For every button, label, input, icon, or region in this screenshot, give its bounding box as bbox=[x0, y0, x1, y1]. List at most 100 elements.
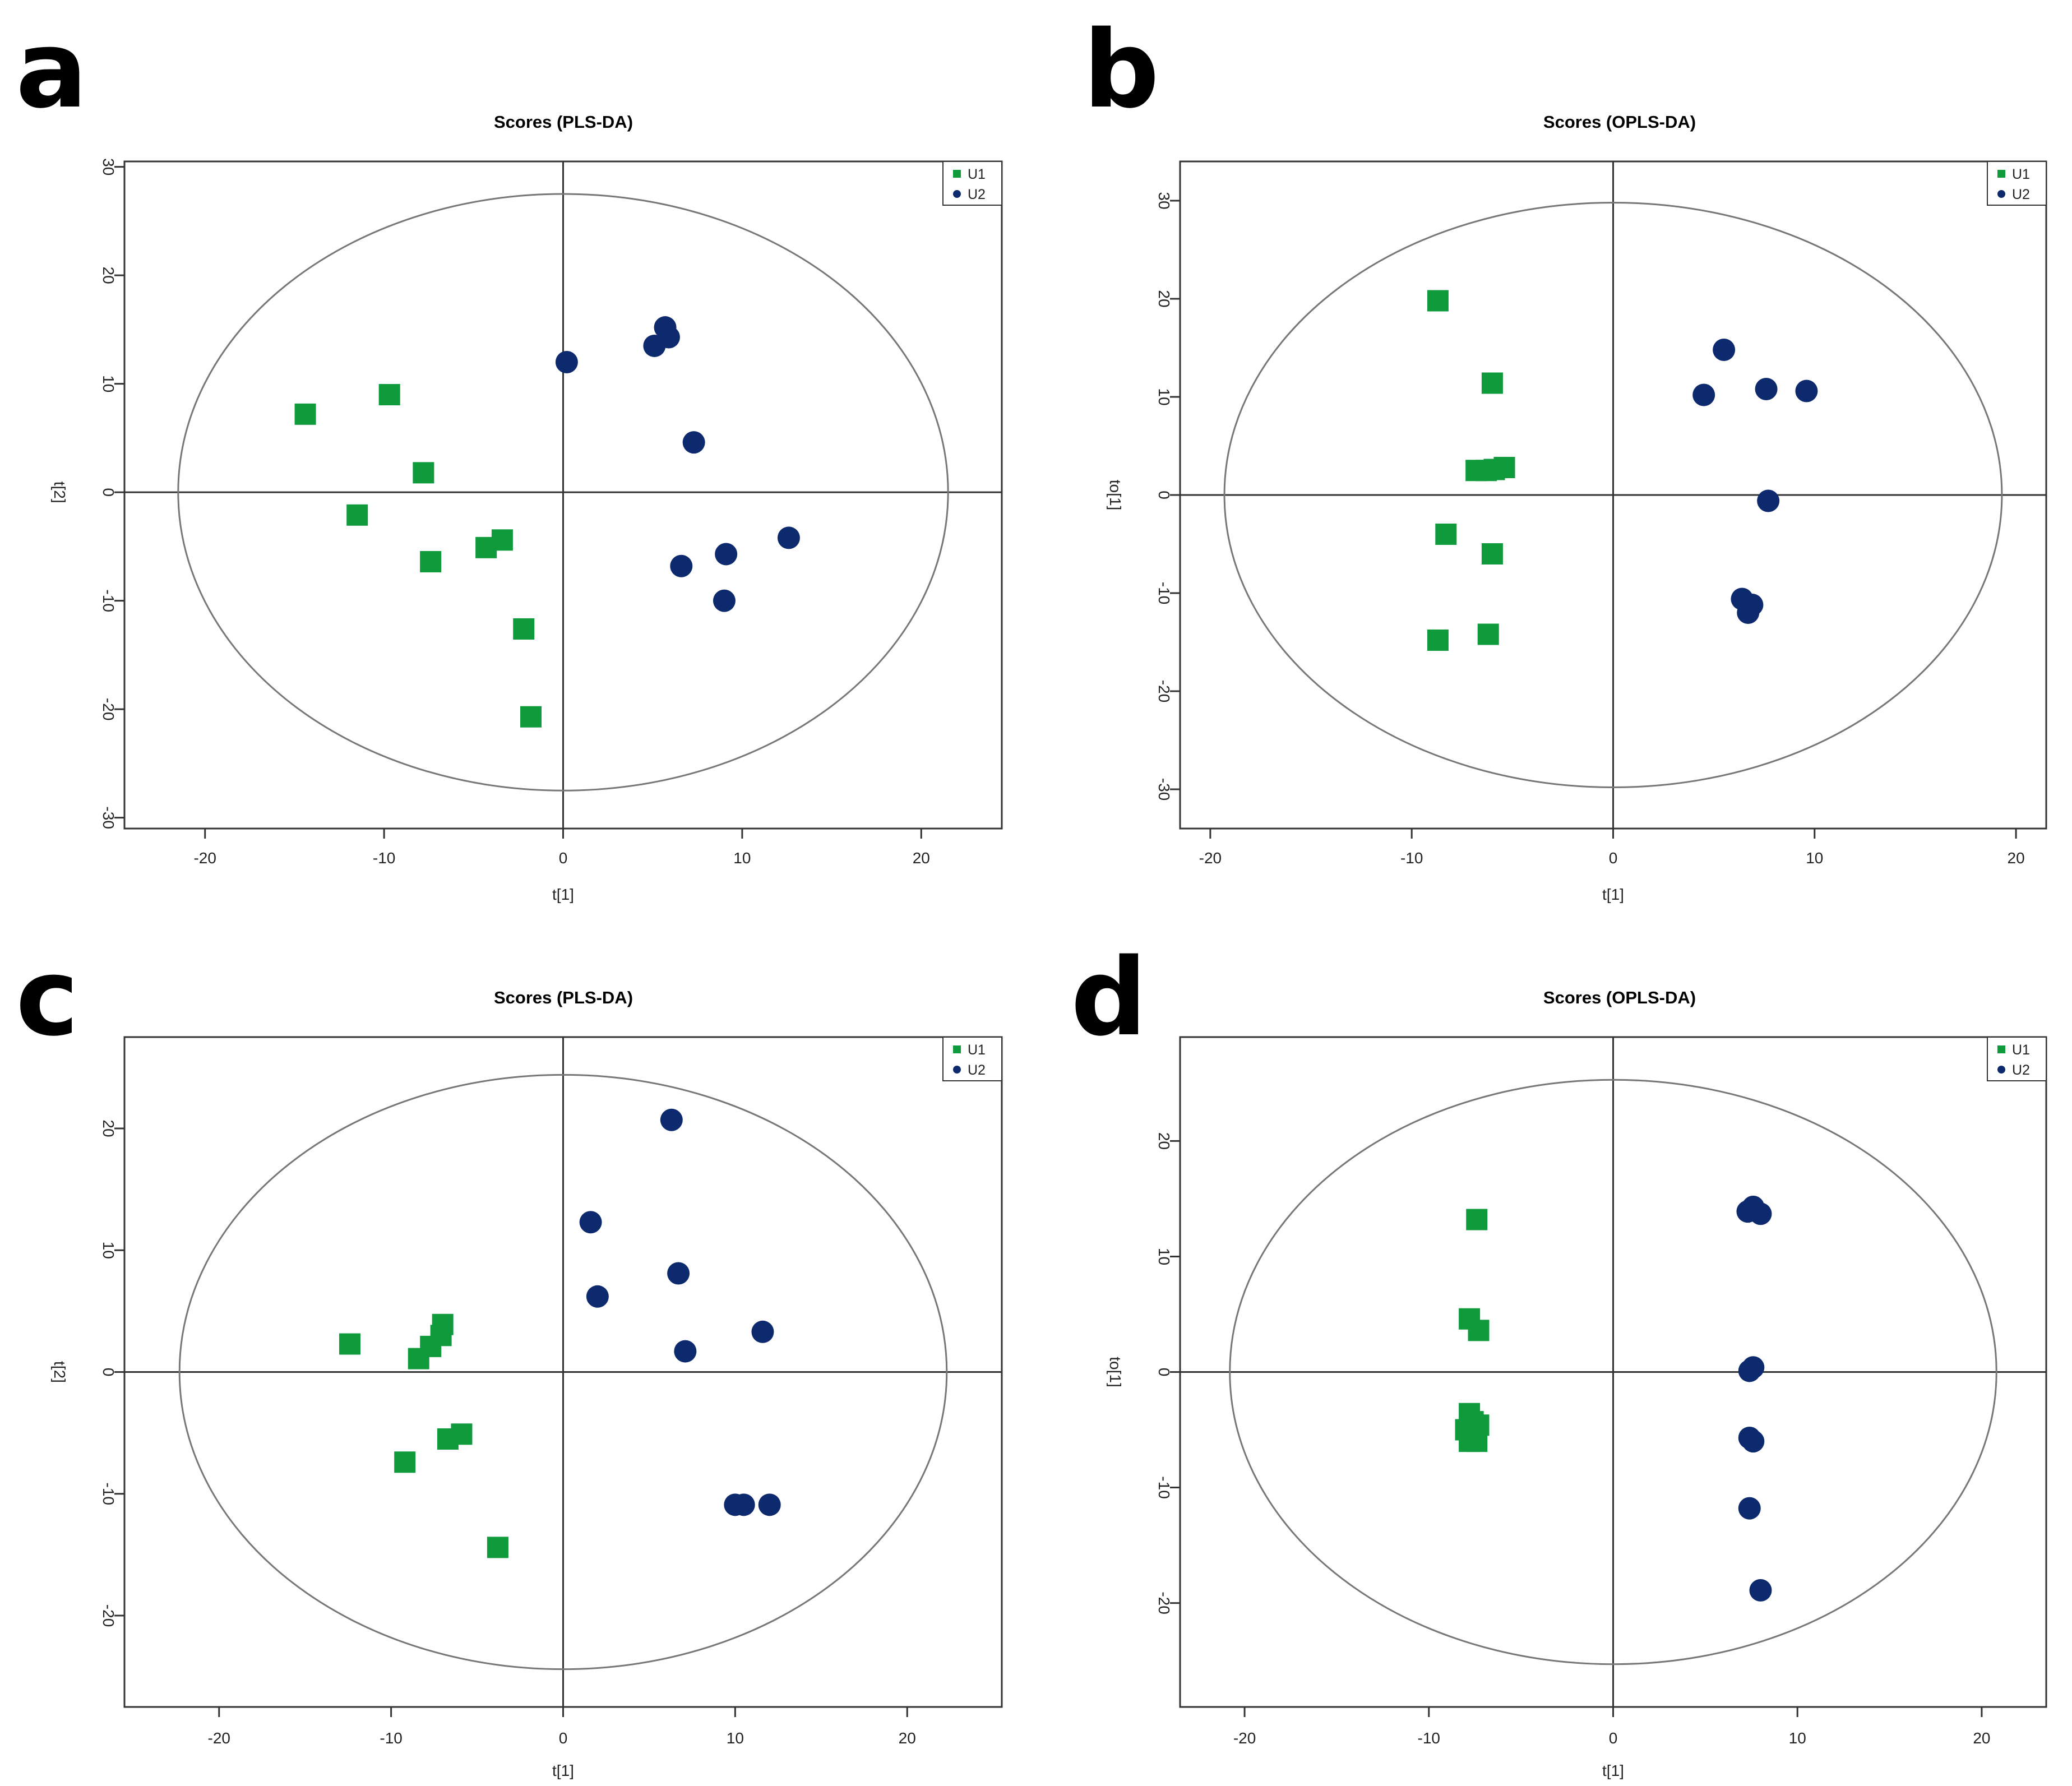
data-point-u1 bbox=[1427, 630, 1449, 651]
series-U2 bbox=[1736, 1195, 1772, 1602]
data-point-u2 bbox=[555, 350, 578, 373]
data-point-u2 bbox=[1749, 1579, 1772, 1602]
legend-label-u1: U1 bbox=[2012, 1042, 2030, 1058]
x-tick-label: 0 bbox=[1609, 849, 1618, 867]
confidence-ellipse bbox=[178, 1074, 948, 1671]
plot-title: Scores (OPLS-DA) bbox=[1543, 988, 1696, 1007]
legend-box bbox=[1987, 1037, 2047, 1081]
data-point-u1 bbox=[1468, 1320, 1490, 1341]
data-point-u2 bbox=[657, 326, 680, 349]
y-tick-label: 10 bbox=[100, 375, 117, 392]
y-axis-label: t[2] bbox=[51, 1361, 68, 1383]
legend-label-u2: U2 bbox=[968, 1062, 986, 1078]
data-point-u2 bbox=[751, 1320, 774, 1343]
data-point-u1 bbox=[420, 551, 442, 572]
data-point-u1 bbox=[1427, 290, 1449, 312]
x-tick-label: 0 bbox=[1609, 1729, 1618, 1747]
data-point-u2 bbox=[715, 543, 738, 566]
legend-marker-u2 bbox=[953, 190, 961, 198]
legend-box bbox=[942, 1037, 1002, 1081]
legend-label-u1: U1 bbox=[968, 166, 986, 182]
x-tick-label: 0 bbox=[559, 1729, 568, 1747]
y-tick-label: 10 bbox=[1155, 1248, 1173, 1265]
y-tick-label: -10 bbox=[1155, 1476, 1173, 1498]
data-point-u1 bbox=[1466, 1209, 1488, 1230]
y-tick-label: -20 bbox=[1155, 1591, 1173, 1614]
y-tick-label: -30 bbox=[1155, 778, 1173, 801]
legend-marker-u2 bbox=[1997, 190, 2005, 198]
x-tick-label: 10 bbox=[1789, 1729, 1806, 1747]
legend-marker-u1 bbox=[953, 170, 961, 178]
data-point-u2 bbox=[586, 1285, 609, 1308]
data-point-u2 bbox=[777, 526, 800, 549]
data-point-u2 bbox=[579, 1211, 602, 1234]
x-tick-label: -10 bbox=[373, 849, 395, 867]
x-tick-label: 10 bbox=[733, 849, 751, 867]
data-point-u1 bbox=[394, 1451, 416, 1473]
y-tick-label: 10 bbox=[1155, 388, 1173, 405]
data-point-u2 bbox=[713, 589, 736, 612]
y-tick-label: -10 bbox=[100, 1483, 117, 1505]
plot-panel-d: d Scores (OPLS-DA) -20 -10 0 10 20 -20 -10 0 10 20 t… bbox=[1071, 936, 2047, 1779]
series-U2 bbox=[1692, 339, 1818, 624]
plot-panel-a: a Scores (PLS-DA) -20 -10 0 10 20 -30 -20 -10 0 10 2… bbox=[16, 8, 1003, 903]
y-tick-label: -30 bbox=[100, 806, 117, 829]
data-point-u1 bbox=[413, 462, 434, 484]
y-tick-label: 10 bbox=[100, 1242, 117, 1259]
data-point-u2 bbox=[1757, 489, 1780, 512]
data-point-u1 bbox=[491, 529, 513, 551]
data-point-u2 bbox=[1692, 383, 1715, 406]
confidence-ellipse bbox=[1223, 202, 2003, 788]
y-tick-label: -10 bbox=[100, 589, 117, 612]
legend-marker-u1 bbox=[1997, 1045, 2005, 1053]
legend-box bbox=[1987, 161, 2047, 206]
x-tick-label: -20 bbox=[1199, 849, 1222, 867]
x-tick-label: 20 bbox=[1973, 1729, 1990, 1747]
y-tick-label: 0 bbox=[100, 488, 117, 497]
series-U1 bbox=[1455, 1209, 1490, 1452]
data-point-u2 bbox=[660, 1108, 683, 1131]
y-tick-label: 30 bbox=[1155, 192, 1173, 209]
series-U2 bbox=[555, 316, 800, 612]
y-tick-label: -10 bbox=[1155, 582, 1173, 604]
y-tick-label: 0 bbox=[1155, 1368, 1173, 1377]
data-point-u2 bbox=[1742, 1430, 1765, 1453]
data-point-u1 bbox=[378, 384, 400, 406]
data-point-u1 bbox=[487, 1537, 508, 1558]
x-tick-label: -20 bbox=[193, 849, 216, 867]
x-tick-label: 20 bbox=[2008, 849, 2025, 867]
data-point-u1 bbox=[513, 618, 535, 640]
data-point-u2 bbox=[1738, 1497, 1761, 1520]
y-tick-label: 20 bbox=[1155, 1132, 1173, 1150]
data-point-u1 bbox=[1481, 543, 1503, 565]
x-tick-label: 10 bbox=[1806, 849, 1823, 867]
y-axis-label: to[1] bbox=[1107, 480, 1124, 510]
x-tick-label: 0 bbox=[559, 849, 568, 867]
data-point-u2 bbox=[682, 431, 705, 454]
legend-marker-u1 bbox=[953, 1045, 961, 1053]
y-tick-label: 20 bbox=[100, 1119, 117, 1137]
legend-marker-u2 bbox=[953, 1066, 961, 1074]
data-point-u2 bbox=[1742, 1356, 1765, 1379]
confidence-ellipse bbox=[177, 193, 949, 792]
confidence-ellipse bbox=[1229, 1079, 1997, 1665]
panel-letter: a bbox=[16, 8, 87, 132]
legend-label-u2: U2 bbox=[2012, 187, 2030, 202]
data-point-u2 bbox=[1713, 339, 1736, 361]
y-axis-label: t[2] bbox=[51, 482, 68, 503]
data-point-u1 bbox=[1466, 1431, 1488, 1452]
plot-title: Scores (PLS-DA) bbox=[494, 112, 633, 132]
data-point-u1 bbox=[339, 1333, 360, 1355]
x-tick-label: -10 bbox=[1418, 1729, 1440, 1747]
x-axis-label: t[1] bbox=[552, 1762, 574, 1779]
legend-label-u1: U1 bbox=[968, 1042, 986, 1058]
x-tick-label: -20 bbox=[1233, 1729, 1256, 1747]
legend-box bbox=[942, 161, 1002, 206]
x-axis-label: t[1] bbox=[1602, 1762, 1624, 1779]
data-point-u2 bbox=[1749, 1202, 1772, 1225]
data-point-u1 bbox=[432, 1313, 454, 1335]
